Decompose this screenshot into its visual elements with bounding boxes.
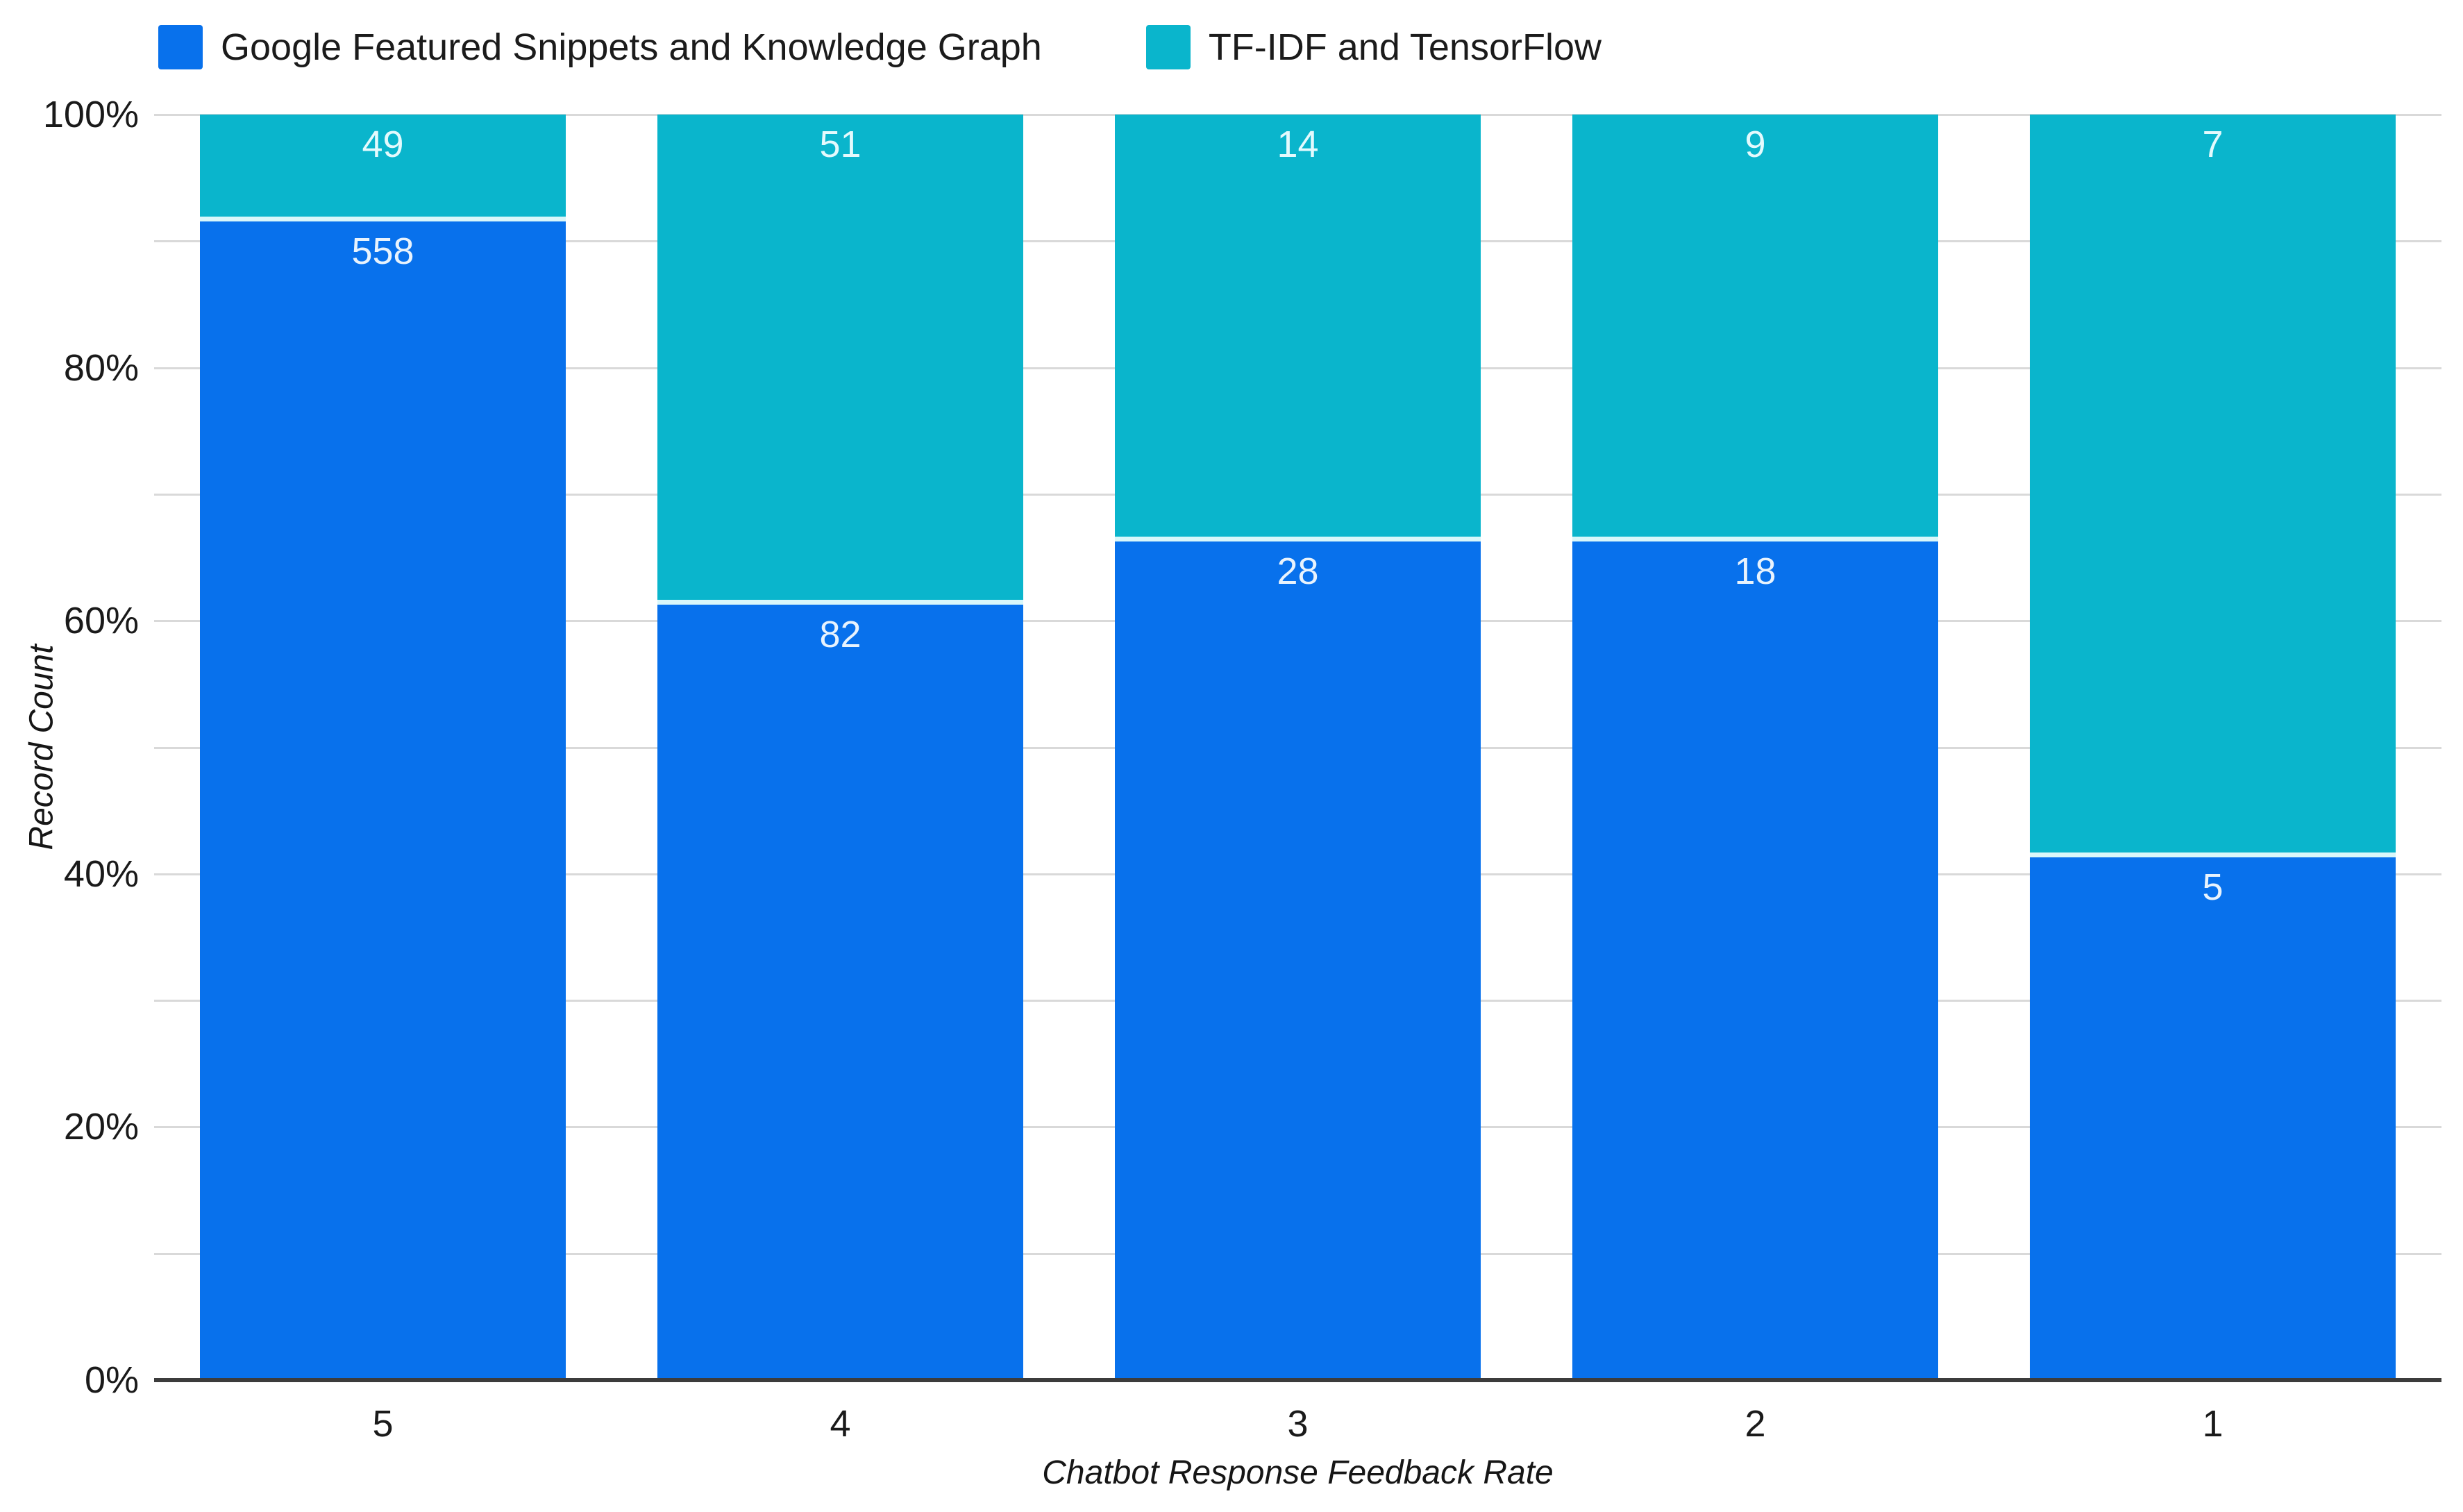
bar-group-5: 49 558 [200,115,566,1380]
y-axis-title: Record Count [23,644,60,850]
bar-segment-google-1[interactable]: 5 [2030,852,2396,1380]
bar-segment-tfidf-3[interactable]: 14 [1115,115,1481,537]
segment-value-label: 82 [819,614,861,656]
y-tick-label-40: 40% [63,852,139,895]
legend: Google Featured Snippets and Knowledge G… [158,25,1602,69]
legend-swatch-icon [158,25,203,69]
segment-value-label: 558 [351,230,414,273]
segment-value-label: 18 [1734,550,1776,592]
bar-segment-tfidf-1[interactable]: 7 [2030,115,2396,853]
bar-group-2: 9 18 [1572,115,1938,1380]
x-tick-label-5: 5 [372,1403,394,1445]
legend-swatch-icon [1145,25,1191,69]
bar-group-3: 14 28 [1115,115,1481,1380]
y-axis-title-wrap: Record Count [0,115,83,1380]
x-tick-label-3: 3 [1287,1403,1309,1445]
x-axis-title: Chatbot Response Feedback Rate [1042,1454,1554,1491]
segment-value-label: 7 [2202,124,2224,165]
bar-segment-google-5[interactable]: 558 [200,217,566,1380]
bar-segment-google-4[interactable]: 82 [657,600,1023,1380]
segment-value-label: 5 [2202,866,2224,909]
y-tick-label-60: 60% [63,600,139,642]
legend-item-1[interactable]: TF-IDF and TensorFlow [1145,25,1602,69]
x-axis-baseline [154,1378,2441,1382]
legend-item-0[interactable]: Google Featured Snippets and Knowledge G… [158,25,1042,69]
bar-segment-tfidf-5[interactable]: 49 [200,115,566,217]
y-tick-label-80: 80% [63,346,139,389]
segment-value-label: 9 [1745,124,1766,165]
segment-value-label: 28 [1277,550,1319,592]
bar-segment-google-3[interactable]: 28 [1115,536,1481,1380]
segment-value-label: 51 [819,124,861,165]
bar-segment-tfidf-2[interactable]: 9 [1572,115,1938,537]
bar-group-4: 51 82 [657,115,1023,1380]
x-tick-label-2: 2 [1745,1403,1766,1445]
bar-segment-tfidf-4[interactable]: 51 [657,115,1023,600]
legend-label: Google Featured Snippets and Knowledge G… [221,26,1042,68]
bar-segment-google-2[interactable]: 18 [1572,536,1938,1380]
segment-value-label: 49 [362,124,404,165]
y-tick-label-100: 100% [42,94,139,135]
segment-value-label: 14 [1277,124,1319,165]
x-tick-label-1: 1 [2202,1403,2224,1445]
x-tick-label-4: 4 [830,1403,851,1445]
y-tick-label-20: 20% [63,1106,139,1148]
plot-area: 49 558 51 82 14 28 9 18 7 5 [154,114,2441,1382]
legend-label: TF-IDF and TensorFlow [1208,26,1602,68]
y-tick-label-0: 0% [84,1359,139,1401]
